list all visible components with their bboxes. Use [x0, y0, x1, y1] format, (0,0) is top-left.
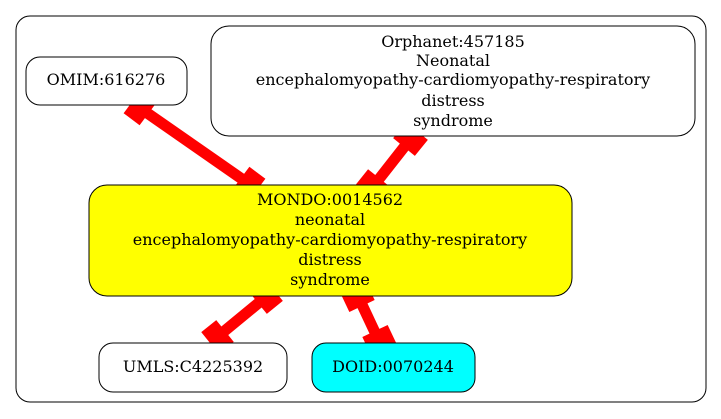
node-orphanet[interactable]: Orphanet:457185 Neonatal encephalomyopat… [210, 25, 696, 137]
node-mondo-label-line: distress [298, 250, 362, 269]
node-doid-id: DOID:0070244 [332, 357, 454, 376]
node-orphanet-label-line: syndrome [413, 111, 493, 130]
node-orphanet-label-line: Neonatal [416, 51, 490, 70]
node-omim[interactable]: OMIM:616276 [25, 56, 188, 106]
node-omim-id: OMIM:616276 [47, 70, 166, 89]
node-mondo-label-line: neonatal [295, 210, 365, 229]
node-umls-id: UMLS:C4225392 [123, 357, 263, 376]
node-orphanet-id: Orphanet:457185 [381, 32, 525, 51]
node-umls[interactable]: UMLS:C4225392 [98, 342, 288, 393]
node-doid[interactable]: DOID:0070244 [311, 342, 476, 393]
node-mondo[interactable]: MONDO:0014562 neonatal encephalomyopathy… [88, 184, 573, 297]
node-orphanet-label-line: distress [421, 91, 485, 110]
node-mondo-label-line: encephalomyopathy-cardiomyopathy-respira… [133, 230, 527, 249]
node-orphanet-label-line: encephalomyopathy-cardiomyopathy-respira… [256, 70, 650, 89]
node-omim-box[interactable] [25, 56, 188, 106]
node-mondo-box[interactable] [88, 184, 573, 297]
node-orphanet-box[interactable] [210, 25, 696, 137]
node-umls-box[interactable] [98, 342, 288, 393]
node-mondo-label-line: syndrome [290, 270, 370, 289]
node-doid-box[interactable] [311, 342, 476, 393]
node-mondo-id: MONDO:0014562 [257, 190, 403, 209]
